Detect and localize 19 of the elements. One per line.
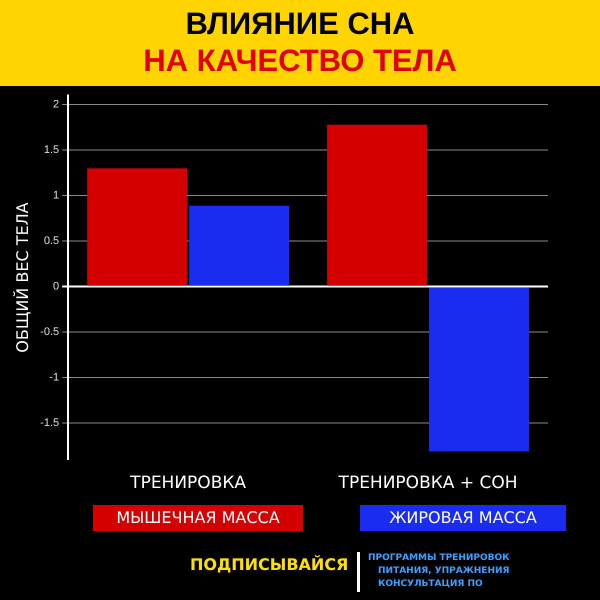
chart-subtitle: НА КАЧЕСТВО ТЕЛА	[142, 42, 458, 80]
text: ЖИРОВАЯ МАССА	[360, 505, 566, 531]
y-tick-label: -1.5	[40, 417, 60, 430]
y-tick-label: 1	[53, 190, 60, 202]
chart-title: ВЛИЯНИЕ СНА	[184, 5, 416, 42]
y-axis-title: ОБЩИЙ ВЕС ТЕЛА	[12, 202, 32, 353]
y-tick-label: -0.5	[40, 326, 60, 338]
x-tick-label: ТРЕНИРОВКА + СОН	[338, 473, 518, 494]
text: ПИТАНИЯ, УПРАЖНЕНИЯ	[377, 565, 510, 578]
y-tick-label: -1	[49, 372, 60, 384]
text: ПОДПИСЫВАЙСЯ	[190, 555, 348, 574]
y-tick-label: 2	[53, 98, 60, 111]
x-tick-label: ТРЕНИРОВКА	[129, 473, 246, 494]
text: МЫШЕЧНАЯ МАССА	[93, 505, 303, 531]
y-tick-label: 1.5	[44, 144, 60, 156]
text: КОНСУЛЬТАЦИЯ ПО	[377, 578, 484, 591]
y-tick-label: 0	[53, 280, 60, 293]
y-tick-label: 0.5	[44, 235, 60, 248]
text: ПРОГРАММЫ ТРЕНИРОВОК	[368, 552, 510, 565]
